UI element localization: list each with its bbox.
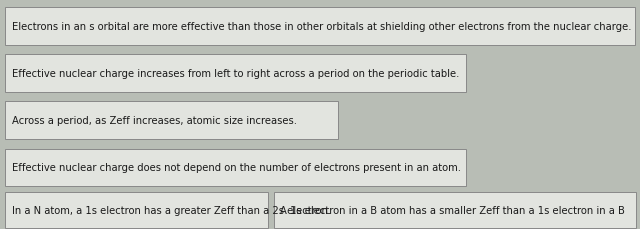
- Text: Across a period, as Zeff increases, atomic size increases.: Across a period, as Zeff increases, atom…: [12, 116, 296, 126]
- Text: Electrons in an s orbital are more effective than those in other orbitals at shi: Electrons in an s orbital are more effec…: [12, 22, 631, 32]
- FancyBboxPatch shape: [5, 102, 338, 140]
- Text: In a N atom, a 1s electron has a greater Zeff than a 2s electron.: In a N atom, a 1s electron has a greater…: [12, 205, 331, 215]
- Text: Effective nuclear charge does not depend on the number of electrons present in a: Effective nuclear charge does not depend…: [12, 163, 461, 173]
- FancyBboxPatch shape: [5, 8, 635, 46]
- FancyBboxPatch shape: [5, 149, 466, 187]
- FancyBboxPatch shape: [274, 192, 636, 228]
- FancyBboxPatch shape: [5, 55, 466, 93]
- Text: Effective nuclear charge increases from left to right across a period on the per: Effective nuclear charge increases from …: [12, 69, 459, 79]
- FancyBboxPatch shape: [5, 192, 268, 228]
- Text: A 1s electron in a B atom has a smaller Zeff than a 1s electron in a B: A 1s electron in a B atom has a smaller …: [280, 205, 625, 215]
